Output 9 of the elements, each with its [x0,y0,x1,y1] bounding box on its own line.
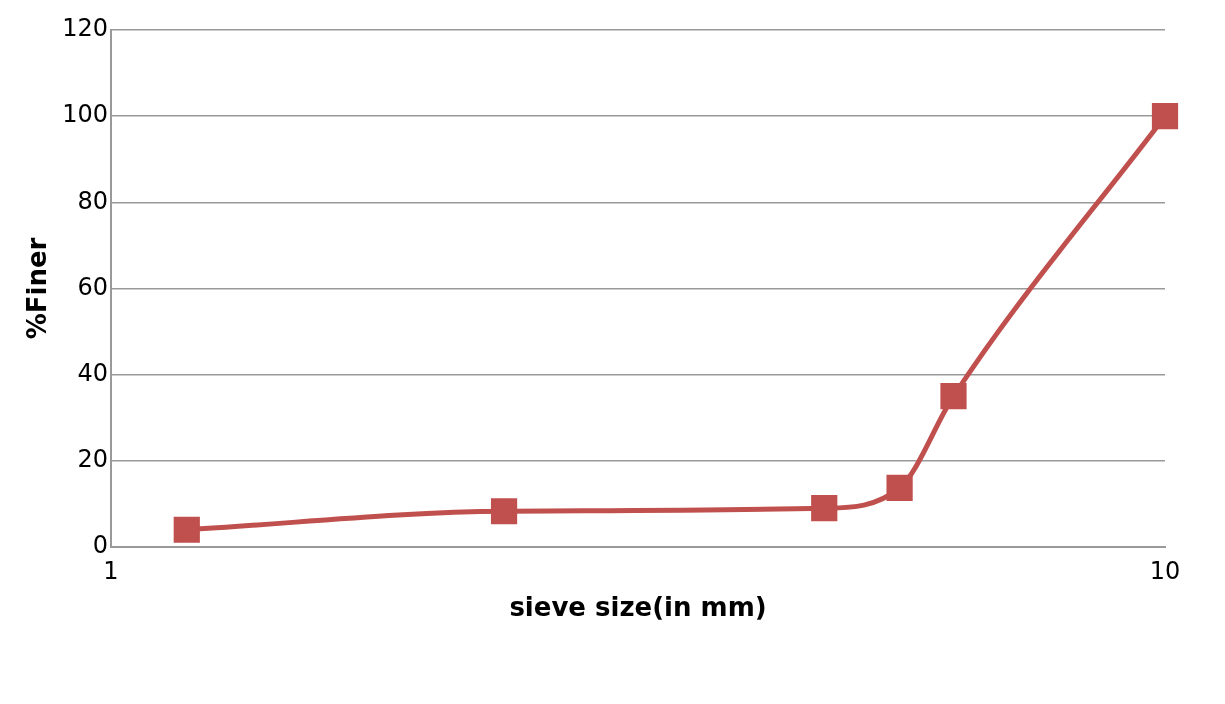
y-axis-title: %Finer [22,237,53,340]
y-tick-label: 80 [77,186,109,215]
y-tick-label: 120 [62,14,109,43]
y-tick-label: 100 [62,100,109,129]
y-tick-label: 40 [77,358,109,387]
x-axis-title: sieve size(in mm) [509,592,767,623]
y-tick-label: 20 [77,445,109,474]
y-tick-label: 60 [77,272,109,301]
x-tick-label: 10 [1149,556,1181,585]
